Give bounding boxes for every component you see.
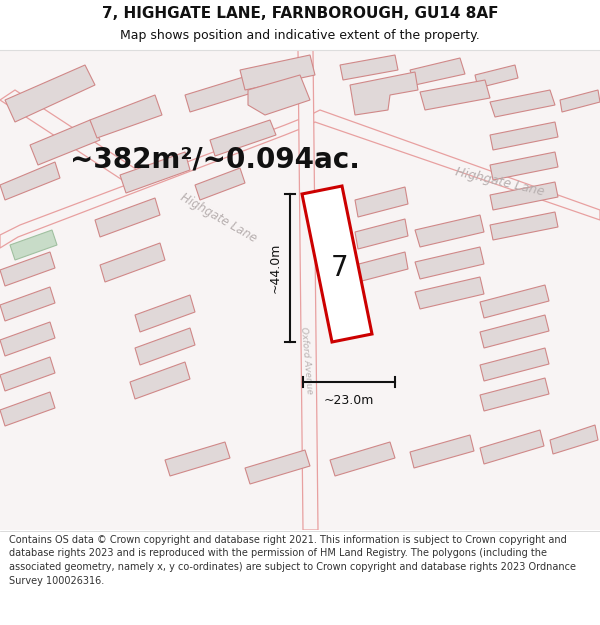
Polygon shape: [550, 425, 598, 454]
Polygon shape: [245, 450, 310, 484]
Polygon shape: [0, 252, 55, 286]
Polygon shape: [415, 277, 484, 309]
Polygon shape: [490, 122, 558, 150]
Polygon shape: [410, 58, 465, 85]
Polygon shape: [165, 442, 230, 476]
Polygon shape: [0, 162, 60, 200]
Polygon shape: [350, 72, 418, 115]
Polygon shape: [415, 247, 484, 279]
Text: Map shows position and indicative extent of the property.: Map shows position and indicative extent…: [120, 29, 480, 42]
Polygon shape: [135, 328, 195, 365]
Polygon shape: [95, 198, 160, 237]
Polygon shape: [490, 212, 558, 240]
Polygon shape: [355, 187, 408, 217]
Text: Highgate Lane: Highgate Lane: [178, 191, 259, 245]
Text: Contains OS data © Crown copyright and database right 2021. This information is : Contains OS data © Crown copyright and d…: [9, 535, 576, 586]
Text: ~23.0m: ~23.0m: [324, 394, 374, 407]
Text: Highgate Lane: Highgate Lane: [454, 166, 546, 199]
Polygon shape: [90, 95, 162, 138]
Polygon shape: [0, 357, 55, 391]
Polygon shape: [340, 55, 398, 80]
Polygon shape: [135, 295, 195, 332]
Text: Oxford Avenue: Oxford Avenue: [299, 326, 313, 394]
Polygon shape: [0, 322, 55, 356]
Polygon shape: [0, 392, 55, 426]
Polygon shape: [120, 152, 190, 193]
Polygon shape: [5, 65, 95, 122]
Text: 7, HIGHGATE LANE, FARNBOROUGH, GU14 8AF: 7, HIGHGATE LANE, FARNBOROUGH, GU14 8AF: [102, 6, 498, 21]
Text: ~44.0m: ~44.0m: [269, 242, 282, 293]
Polygon shape: [185, 75, 255, 112]
Polygon shape: [210, 120, 276, 156]
Text: 7: 7: [331, 254, 349, 282]
Polygon shape: [240, 55, 315, 90]
Polygon shape: [330, 442, 395, 476]
Polygon shape: [0, 90, 145, 185]
Polygon shape: [0, 287, 55, 321]
Polygon shape: [30, 120, 100, 165]
Polygon shape: [415, 215, 484, 247]
Polygon shape: [480, 430, 544, 464]
Text: ~382m²/~0.094ac.: ~382m²/~0.094ac.: [70, 146, 360, 174]
Polygon shape: [100, 243, 165, 282]
Polygon shape: [130, 362, 190, 399]
Polygon shape: [560, 90, 600, 112]
Polygon shape: [490, 152, 558, 180]
Polygon shape: [480, 315, 549, 348]
Polygon shape: [475, 65, 518, 88]
Polygon shape: [302, 186, 372, 342]
Polygon shape: [355, 252, 408, 282]
Polygon shape: [248, 75, 310, 115]
Polygon shape: [0, 50, 600, 530]
Polygon shape: [195, 168, 245, 200]
Polygon shape: [310, 110, 600, 220]
Polygon shape: [410, 435, 474, 468]
Polygon shape: [420, 80, 490, 110]
Polygon shape: [10, 230, 57, 260]
Polygon shape: [480, 378, 549, 411]
Polygon shape: [480, 348, 549, 381]
Polygon shape: [480, 285, 549, 318]
Polygon shape: [0, 115, 310, 248]
Polygon shape: [298, 50, 318, 530]
Polygon shape: [355, 219, 408, 249]
Polygon shape: [490, 182, 558, 210]
Polygon shape: [490, 90, 555, 117]
